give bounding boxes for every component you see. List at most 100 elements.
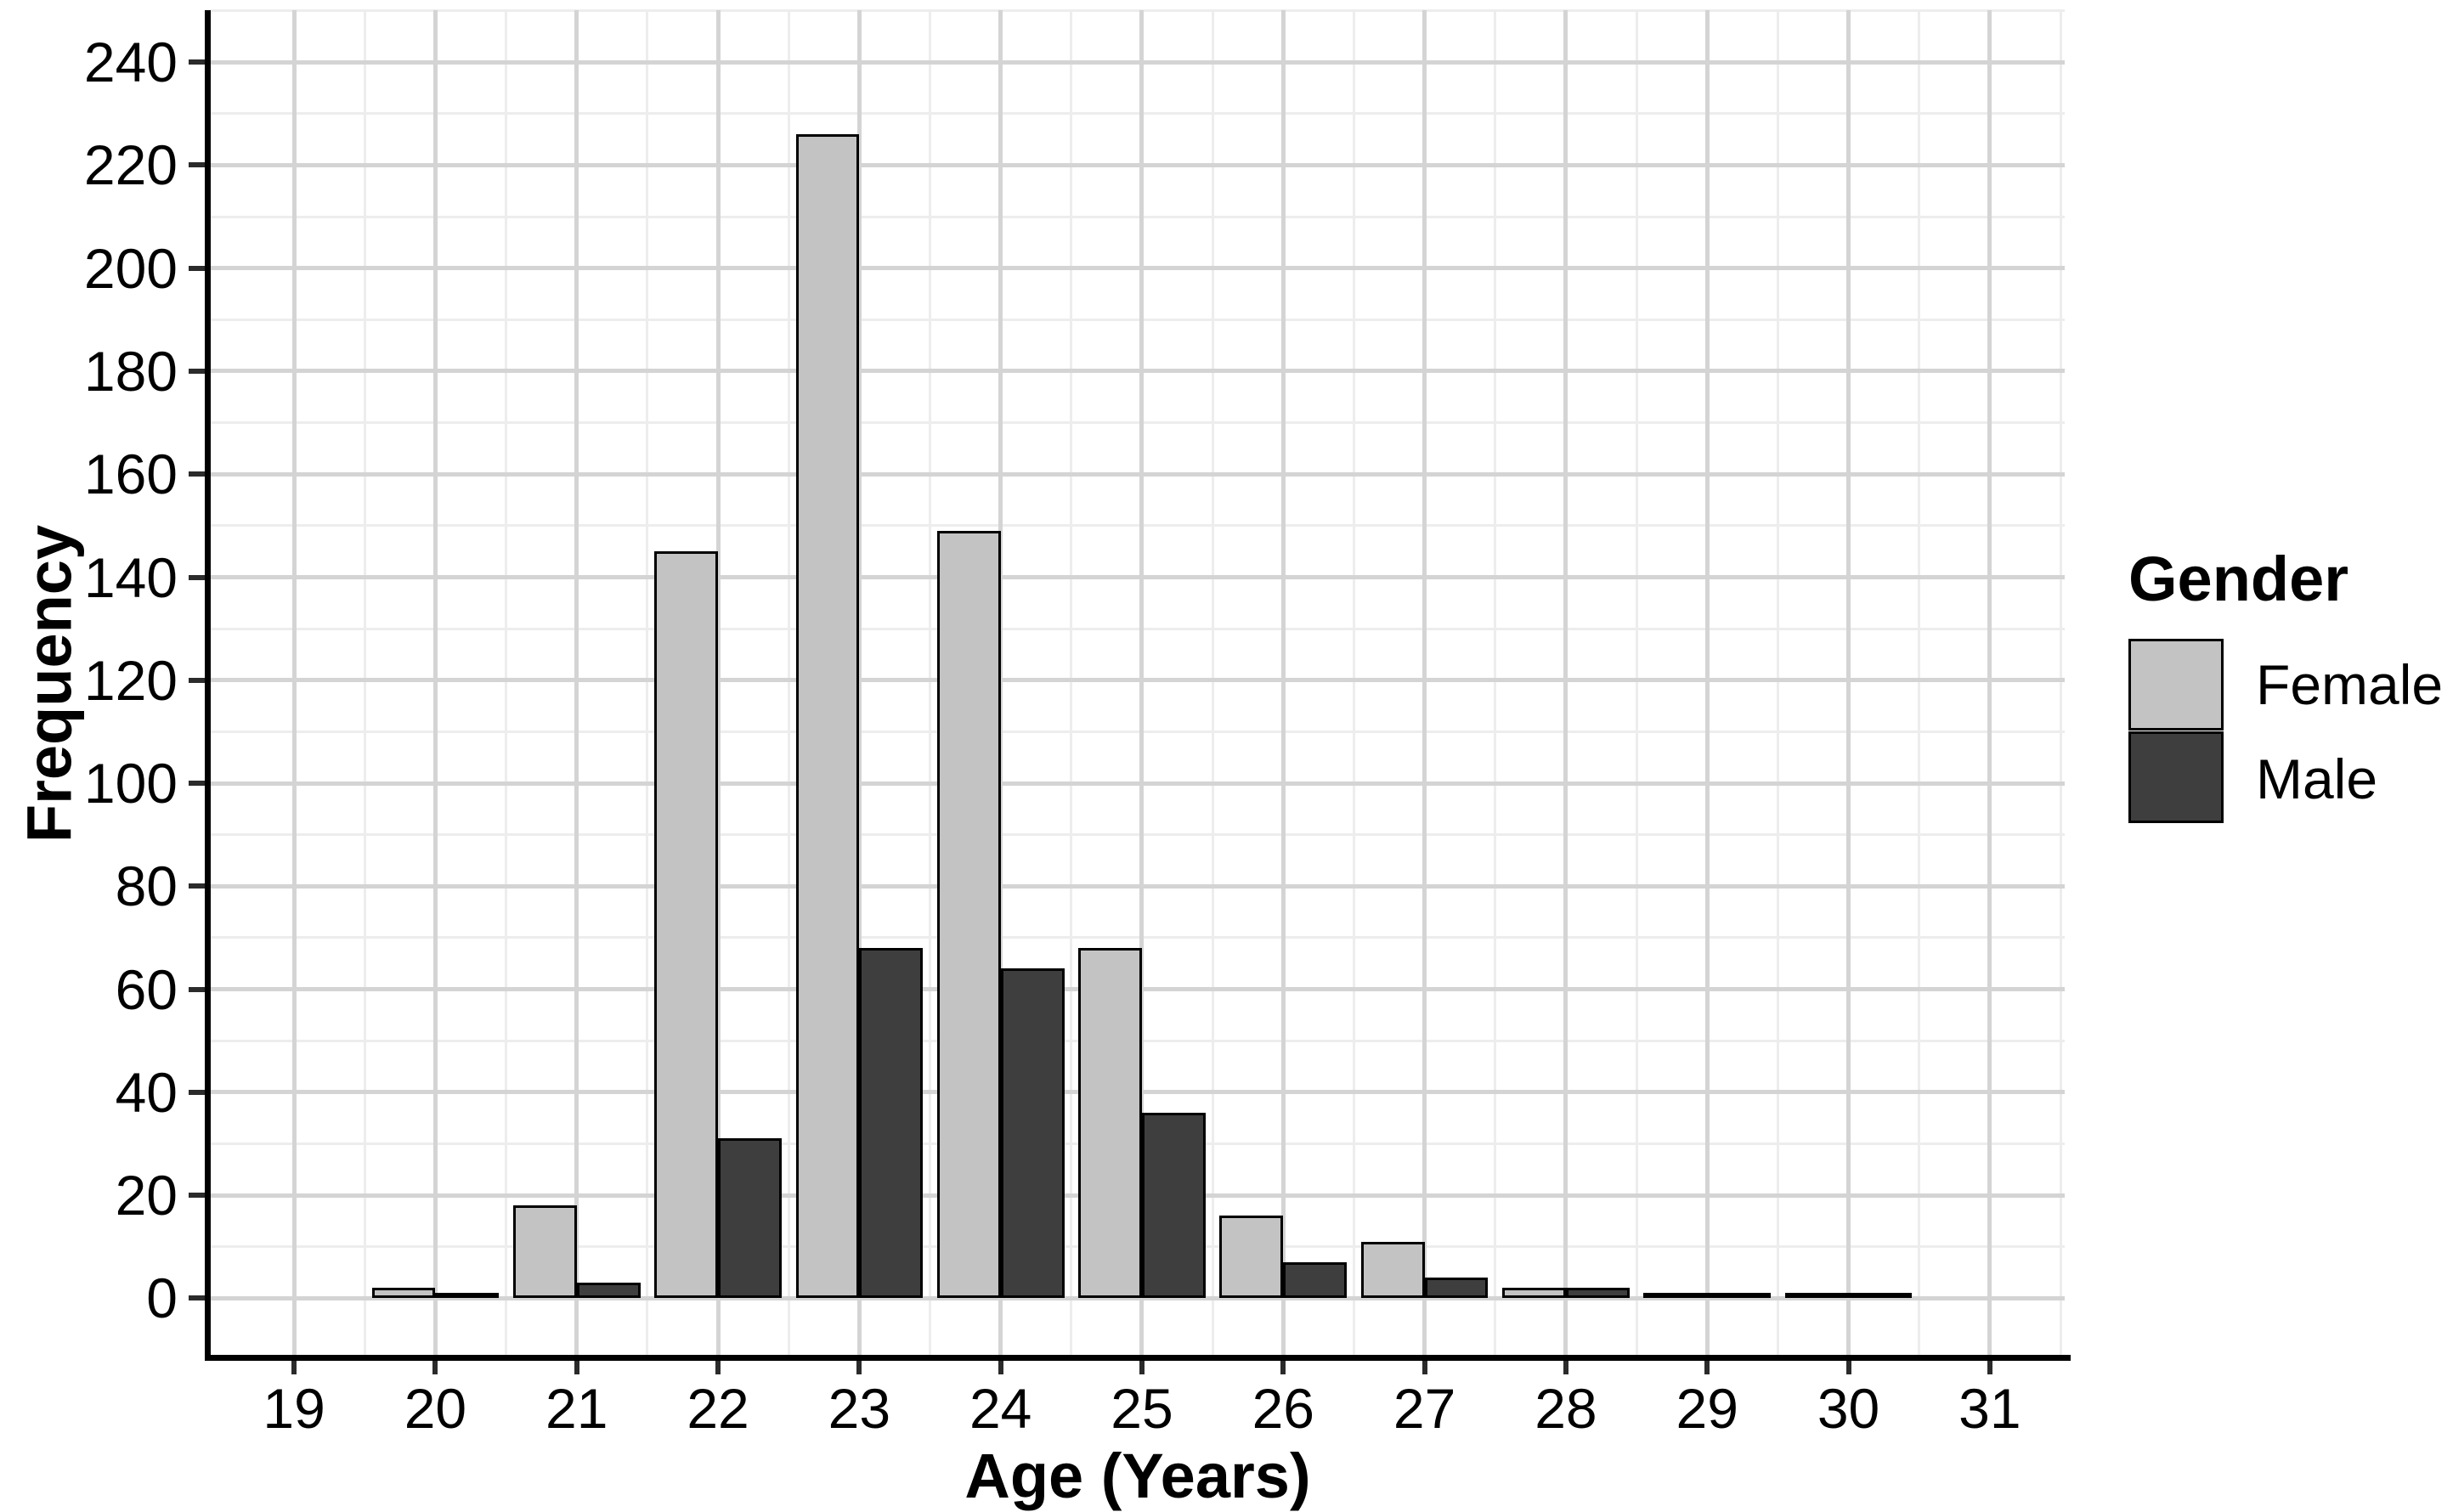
x-tick-label: 22	[687, 1377, 749, 1440]
y-tick-mark	[189, 986, 205, 992]
minor-gridline-vertical	[1776, 10, 1779, 1357]
minor-gridline-vertical	[646, 10, 649, 1357]
y-axis-line	[205, 10, 211, 1361]
x-tick-mark	[291, 1361, 297, 1374]
y-tick-mark	[189, 1089, 205, 1095]
major-gridline-horizontal	[211, 59, 2065, 65]
bar-female-age-24	[936, 530, 1001, 1299]
x-tick-label: 30	[1817, 1377, 1880, 1440]
minor-gridline-horizontal	[211, 524, 2065, 528]
x-tick-mark	[432, 1361, 438, 1374]
major-gridline-vertical	[1846, 10, 1851, 1357]
x-tick-label: 24	[969, 1377, 1032, 1440]
x-tick-mark	[1563, 1361, 1568, 1374]
bar-female-age-23	[795, 134, 860, 1299]
major-gridline-vertical	[715, 10, 721, 1357]
minor-gridline-vertical	[1494, 10, 1497, 1357]
bar-female-age-30	[1784, 1293, 1849, 1299]
minor-gridline-vertical	[2059, 10, 2062, 1357]
y-tick-mark	[189, 162, 205, 168]
legend-item-male: Male	[2128, 731, 2443, 826]
y-tick-mark	[189, 59, 205, 65]
y-tick-mark	[189, 1295, 205, 1301]
y-tick-mark	[189, 471, 205, 477]
x-tick-label: 26	[1252, 1377, 1314, 1440]
x-tick-label: 23	[828, 1377, 891, 1440]
major-gridline-vertical	[1139, 10, 1145, 1357]
y-tick-mark	[189, 368, 205, 374]
major-gridline-horizontal	[211, 1295, 2065, 1300]
major-gridline-vertical	[291, 10, 297, 1357]
bar-female-age-29	[1643, 1293, 1708, 1299]
x-tick-mark	[1280, 1361, 1286, 1374]
major-gridline-horizontal	[211, 575, 2065, 579]
major-gridline-vertical	[432, 10, 438, 1357]
major-gridline-horizontal	[211, 369, 2065, 374]
minor-gridline-vertical	[1918, 10, 1921, 1357]
x-tick-label: 29	[1676, 1377, 1738, 1440]
bar-male-age-22	[718, 1138, 782, 1299]
major-gridline-horizontal	[211, 162, 2065, 167]
bar-female-age-22	[654, 551, 719, 1299]
x-tick-mark	[715, 1361, 721, 1374]
minor-gridline-horizontal	[211, 421, 2065, 425]
bar-female-age-25	[1078, 948, 1142, 1299]
bar-female-age-20	[371, 1288, 436, 1299]
x-tick-mark	[574, 1361, 579, 1374]
x-tick-mark	[1845, 1361, 1851, 1374]
bar-female-age-27	[1360, 1241, 1425, 1299]
bar-male-age-23	[859, 948, 924, 1299]
major-gridline-vertical	[1704, 10, 1710, 1357]
minor-gridline-horizontal	[211, 730, 2065, 733]
y-tick-label: 20	[115, 1164, 178, 1227]
bar-male-age-27	[1424, 1278, 1489, 1299]
x-tick-mark	[1704, 1361, 1710, 1374]
bar-male-age-26	[1283, 1261, 1348, 1299]
y-tick-mark	[189, 1193, 205, 1199]
x-tick-mark	[1421, 1361, 1427, 1374]
minor-gridline-vertical	[1635, 10, 1638, 1357]
minor-gridline-horizontal	[211, 318, 2065, 321]
y-tick-label: 120	[83, 648, 178, 712]
legend-item-female: Female	[2128, 637, 2443, 731]
minor-gridline-horizontal	[211, 833, 2065, 837]
bar-female-age-28	[1502, 1288, 1566, 1299]
minor-gridline-vertical	[1352, 10, 1355, 1357]
y-tick-label: 180	[83, 339, 178, 403]
major-gridline-vertical	[1280, 10, 1286, 1357]
y-tick-label: 160	[83, 443, 178, 506]
major-gridline-horizontal	[211, 678, 2065, 683]
minor-gridline-horizontal	[211, 9, 2065, 13]
y-tick-mark	[189, 677, 205, 683]
legend-title: Gender	[2128, 544, 2349, 614]
y-tick-mark	[189, 883, 205, 889]
x-tick-label: 20	[404, 1377, 467, 1440]
male-swatch-icon	[2128, 731, 2224, 823]
bar-male-age-24	[1000, 968, 1065, 1299]
plot-area	[211, 9, 2065, 1357]
major-gridline-horizontal	[211, 266, 2065, 271]
x-tick-label: 27	[1393, 1377, 1456, 1440]
major-gridline-vertical	[574, 10, 579, 1357]
y-tick-label: 140	[83, 545, 178, 609]
female-swatch-icon	[2128, 638, 2224, 731]
x-axis-line	[205, 1355, 2071, 1361]
y-tick-label: 0	[146, 1267, 178, 1330]
major-gridline-vertical	[1563, 10, 1568, 1357]
major-gridline-horizontal	[211, 883, 2065, 889]
bar-male-age-25	[1141, 1113, 1206, 1299]
bar-male-age-28	[1565, 1288, 1630, 1299]
minor-gridline-vertical	[363, 10, 366, 1357]
x-axis-title: Age (Years)	[964, 1441, 1311, 1511]
legend-label-male: Male	[2256, 747, 2378, 810]
minor-gridline-vertical	[929, 10, 932, 1357]
y-tick-label: 220	[83, 133, 178, 197]
x-tick-mark	[1139, 1361, 1145, 1374]
x-tick-label: 28	[1535, 1377, 1597, 1440]
y-tick-mark	[189, 781, 205, 786]
x-tick-mark	[998, 1361, 1003, 1374]
minor-gridline-horizontal	[211, 936, 2065, 939]
major-gridline-horizontal	[211, 781, 2065, 786]
x-tick-label: 25	[1111, 1377, 1173, 1440]
